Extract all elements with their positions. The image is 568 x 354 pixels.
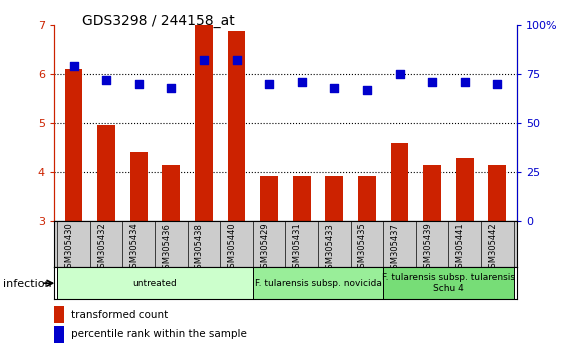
Point	[69, 63, 78, 69]
Bar	[162, 165, 180, 221]
Text: GSM305439: GSM305439	[423, 223, 432, 273]
Text: GDS3298 / 244158_at: GDS3298 / 244158_at	[82, 14, 235, 28]
Point	[395, 71, 404, 77]
Bar	[488, 165, 506, 221]
Text: F. tularensis subsp. novicida: F. tularensis subsp. novicida	[254, 279, 382, 288]
Text: GSM305434: GSM305434	[130, 223, 139, 273]
Text: GSM305438: GSM305438	[195, 223, 204, 274]
Text: GSM305440: GSM305440	[228, 223, 236, 273]
Text: GSM305431: GSM305431	[293, 223, 302, 273]
Point	[362, 87, 371, 92]
Text: GSM305441: GSM305441	[456, 223, 465, 273]
Point	[199, 57, 208, 63]
Point	[265, 81, 274, 87]
Bar	[253, 267, 383, 299]
Text: GSM305442: GSM305442	[488, 223, 498, 273]
Text: GSM305437: GSM305437	[391, 223, 399, 274]
Bar	[260, 176, 278, 221]
Text: percentile rank within the sample: percentile rank within the sample	[71, 330, 247, 339]
Point	[167, 85, 176, 91]
Text: GSM305432: GSM305432	[97, 223, 106, 273]
Text: untreated: untreated	[133, 279, 177, 288]
Point	[330, 85, 339, 91]
Bar	[456, 158, 474, 221]
Point	[460, 79, 469, 85]
Bar	[325, 176, 343, 221]
Point	[297, 79, 306, 85]
Point	[428, 79, 437, 85]
Bar	[54, 326, 64, 343]
Text: GSM305430: GSM305430	[65, 223, 73, 273]
Text: infection: infection	[3, 279, 52, 289]
Text: GSM305433: GSM305433	[325, 223, 335, 274]
Bar	[228, 31, 245, 221]
Text: GSM305429: GSM305429	[260, 223, 269, 273]
Text: GSM305436: GSM305436	[162, 223, 172, 274]
Bar	[293, 176, 311, 221]
Bar	[358, 176, 376, 221]
Bar	[383, 267, 513, 299]
Bar	[130, 153, 148, 221]
Point	[102, 77, 111, 82]
Bar	[391, 143, 408, 221]
Text: F. tularensis subsp. tularensis
Schu 4: F. tularensis subsp. tularensis Schu 4	[382, 274, 515, 293]
Bar	[65, 69, 82, 221]
Point	[232, 57, 241, 63]
Point	[134, 81, 143, 87]
Bar	[57, 267, 253, 299]
Bar	[97, 125, 115, 221]
Point	[493, 81, 502, 87]
Text: transformed count: transformed count	[71, 310, 168, 320]
Text: GSM305435: GSM305435	[358, 223, 367, 273]
Bar	[423, 165, 441, 221]
Bar	[54, 306, 64, 323]
Bar	[195, 25, 213, 221]
